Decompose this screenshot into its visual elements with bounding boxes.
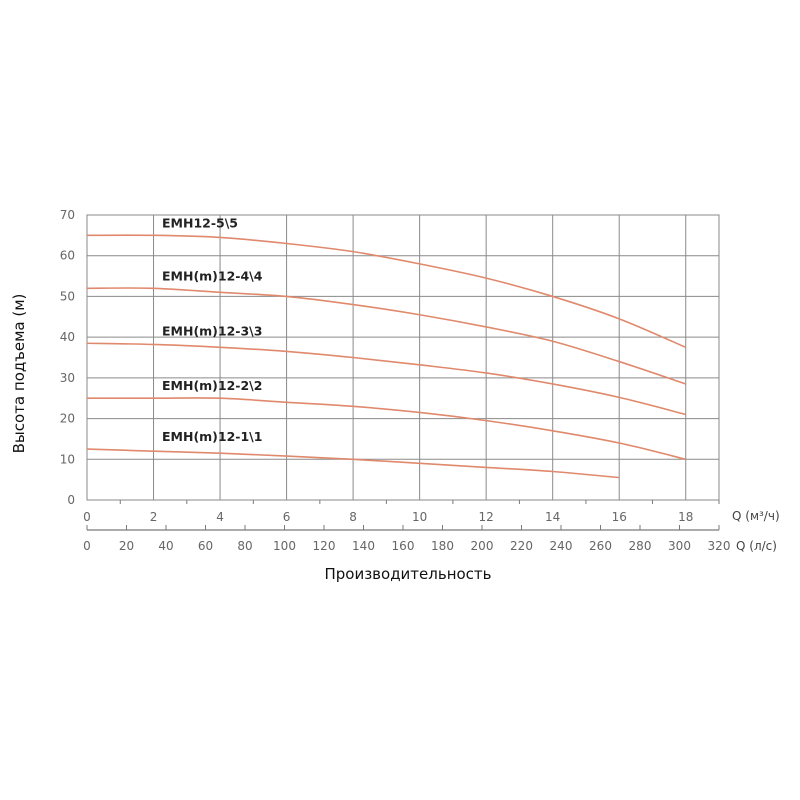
series-label-5: EMH(m)12-1\1	[162, 429, 262, 444]
secondary-x-tick-label: 220	[510, 539, 533, 553]
x-tick-label: 8	[349, 510, 357, 524]
secondary-x-tick-label: 20	[119, 539, 134, 553]
grid	[86, 214, 720, 501]
y-tick-label: 40	[60, 330, 75, 344]
y-tick-label: 30	[60, 371, 75, 385]
y-tick-label: 0	[67, 493, 75, 507]
secondary-x-tick-label: 300	[668, 539, 691, 553]
x-axis-title: Производительность	[324, 565, 491, 583]
x-tick-label: 0	[83, 510, 91, 524]
x-tick-label: 14	[545, 510, 560, 524]
series-label-1: EMH12-5\5	[162, 215, 238, 230]
plot-frame	[86, 214, 720, 501]
secondary-x-tick-label: 140	[352, 539, 375, 553]
x-tick-label: 12	[479, 510, 494, 524]
y-tick-label: 60	[60, 249, 75, 263]
series-labels: EMH12-5\5 EMH(m)12-4\4 EMH(m)12-3\3 EMH(m)1…	[162, 215, 263, 444]
series-label-2: EMH(m)12-4\4	[162, 268, 263, 283]
x-tick-label: 4	[216, 510, 224, 524]
secondary-x-tick-label: 80	[237, 539, 252, 553]
secondary-x-tick-label: 320	[708, 539, 731, 553]
secondary-x-tick-label: 160	[392, 539, 415, 553]
x-tick-label: 18	[678, 510, 693, 524]
secondary-x-tick-label: 260	[589, 539, 612, 553]
series-line-1	[86, 234, 687, 349]
x-axis-unit-label: Q (м³/ч)	[732, 509, 780, 523]
series-lines	[86, 234, 687, 479]
x-tick-label: 6	[283, 510, 291, 524]
secondary-x-tick-label: 60	[198, 539, 213, 553]
secondary-x-axis-unit-label: Q (л/с)	[736, 539, 777, 553]
series-line-4	[87, 397, 686, 461]
y-axis-title: Высота подъема (м)	[10, 294, 28, 454]
y-tick-label: 20	[60, 412, 75, 426]
secondary-x-tick-label: 240	[550, 539, 573, 553]
y-tick-label: 10	[60, 452, 75, 466]
secondary-x-tick-label: 100	[273, 539, 296, 553]
series-line-5	[86, 448, 620, 479]
secondary-x-tick-label: 200	[471, 539, 494, 553]
series-line-3	[86, 342, 686, 416]
x-tick-label: 2	[150, 510, 158, 524]
x-tick-label: 10	[412, 510, 427, 524]
secondary-x-tick-label: 120	[313, 539, 336, 553]
y-tick-label: 50	[60, 289, 75, 303]
y-tick-label: 70	[60, 208, 75, 222]
secondary-x-tick-label: 180	[431, 539, 454, 553]
x-tick-label: 16	[612, 510, 627, 524]
series-line-2	[86, 287, 686, 385]
secondary-x-tick-label: 280	[629, 539, 652, 553]
series-label-3: EMH(m)12-3\3	[162, 323, 262, 338]
secondary-x-tick-label: 0	[83, 539, 91, 553]
secondary-x-tick-label: 40	[158, 539, 173, 553]
series-label-4: EMH(m)12-2\2	[162, 378, 262, 393]
